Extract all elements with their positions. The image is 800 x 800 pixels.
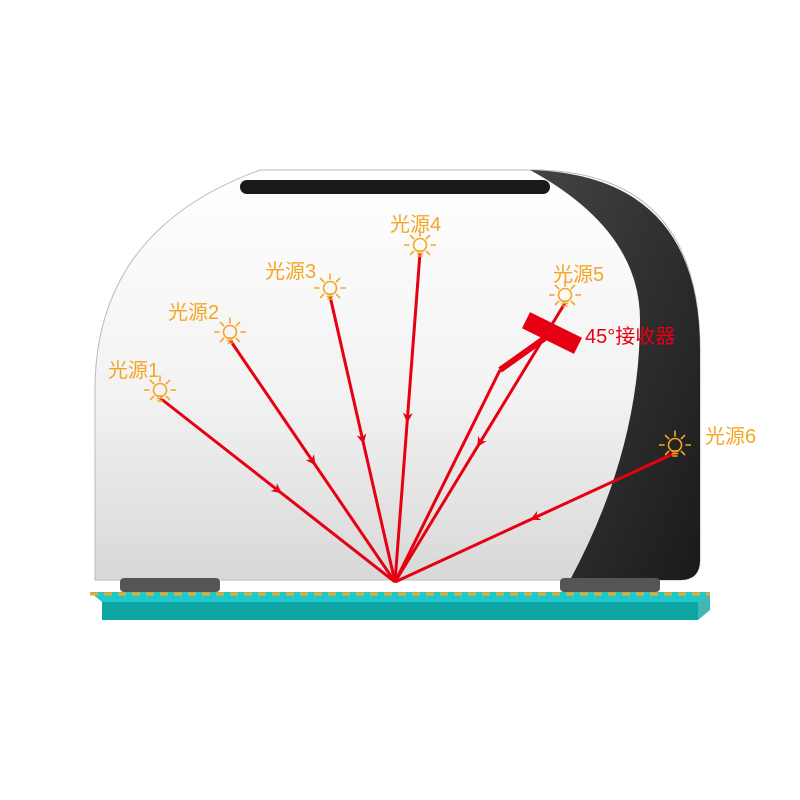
diagram-svg	[0, 0, 800, 800]
light-source-label: 光源1	[108, 354, 159, 383]
light-source-label: 光源4	[390, 208, 441, 237]
bulb-icon	[314, 272, 346, 304]
light-source-label: 光源6	[705, 420, 756, 449]
receiver-label: 45°接收器	[585, 320, 675, 349]
light-source-label: 光源2	[168, 296, 219, 325]
sample-plate	[90, 592, 710, 620]
bulb-icon	[659, 429, 691, 461]
light-source-label: 光源5	[553, 258, 604, 287]
light-source-label: 光源3	[265, 255, 316, 284]
